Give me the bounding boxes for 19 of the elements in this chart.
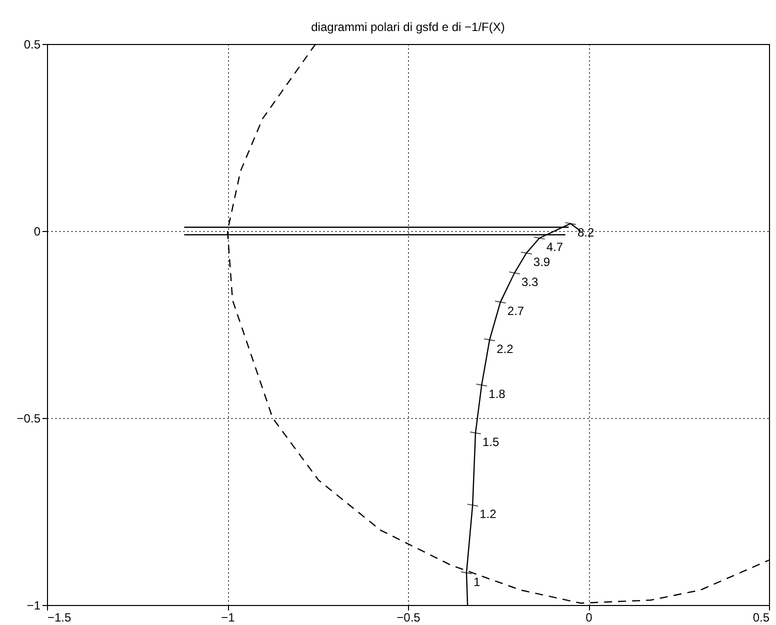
x-tick-label: 0 (586, 610, 593, 624)
annotation: 3.9 (533, 255, 550, 270)
x-tick-label: −1 (221, 610, 236, 624)
y-tick-label: −0.5 (16, 412, 41, 426)
y-tick-label: 0.5 (24, 38, 41, 52)
annotation: 4.7 (546, 240, 564, 254)
annotation: 2.2 (496, 342, 514, 356)
x-tick-label: −1.5 (48, 610, 72, 624)
annotation: 1.8 (488, 387, 506, 402)
y-tick-label: 0 (34, 224, 41, 238)
annotation: 1.2 (480, 507, 497, 522)
annotation: 2.7 (507, 304, 524, 318)
x-tick-label: 0.5 (752, 610, 770, 624)
chart-title: diagrammi polari di gsfd e di −1/F(X) (311, 20, 505, 34)
annotation: 1.5 (482, 434, 500, 449)
annotation: 1 (473, 574, 480, 589)
x-tick-label: −0.5 (396, 610, 421, 624)
annotation: 3.3 (521, 274, 539, 289)
y-tick-label: −1 (26, 598, 41, 612)
